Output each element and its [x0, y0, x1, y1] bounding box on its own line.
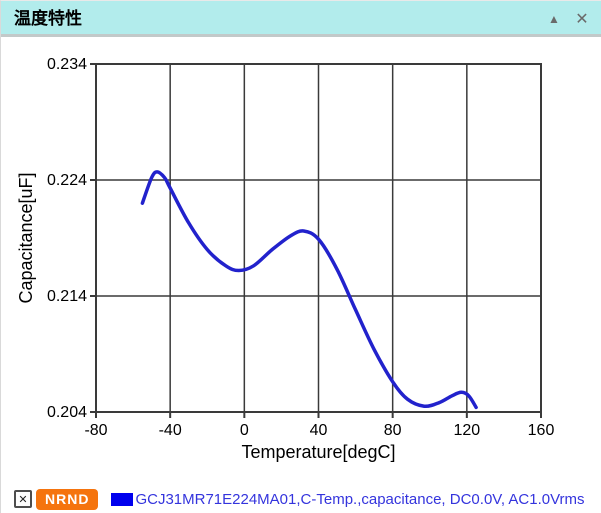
close-icon[interactable]: ✕ [575, 11, 589, 28]
collapse-icon[interactable]: ▲ [548, 12, 560, 26]
capacitance-curve [140, 170, 478, 410]
x-tick-label: -40 [159, 422, 182, 439]
nrnd-status-badge: NRND [36, 488, 99, 510]
x-axis-title: Temperature[degC] [241, 442, 395, 462]
x-tick-label: 40 [310, 422, 328, 439]
y-tick-label: 0.224 [47, 172, 87, 189]
y-tick-label: 0.234 [47, 56, 87, 73]
legend-row: ✕ NRND GCJ31MR71E224MA01,C-Temp.,capacit… [14, 488, 585, 510]
series-label: GCJ31MR71E224MA01,C-Temp.,capacitance, D… [135, 490, 585, 508]
remove-series-checkbox[interactable]: ✕ [14, 490, 32, 508]
dialog-header: 温度特性 ▲ ✕ [1, 1, 601, 37]
x-tick-label: 160 [528, 422, 555, 439]
x-mark-icon: ✕ [18, 493, 28, 506]
x-tick-label: 80 [384, 422, 402, 439]
series-color-marker [111, 492, 134, 506]
x-tick-label: -80 [84, 422, 107, 439]
capacitance-vs-temperature-chart: -80 -40 0 40 80 120 160 0.204 0.214 0.224 0.234 Tem… [16, 56, 555, 462]
y-tick-label: 0.214 [47, 288, 87, 305]
chart-area: -80 -40 0 40 80 120 160 0.204 0.214 0.224 0.234 Tem… [1, 40, 601, 466]
dialog-title: 温度特性 [14, 9, 82, 28]
y-axis-title: Capacitance[uF] [16, 172, 36, 303]
plot-border [95, 63, 542, 413]
x-tick-label: 120 [453, 422, 480, 439]
x-tick-label: 0 [240, 422, 249, 439]
y-tick-label: 0.204 [47, 404, 87, 421]
